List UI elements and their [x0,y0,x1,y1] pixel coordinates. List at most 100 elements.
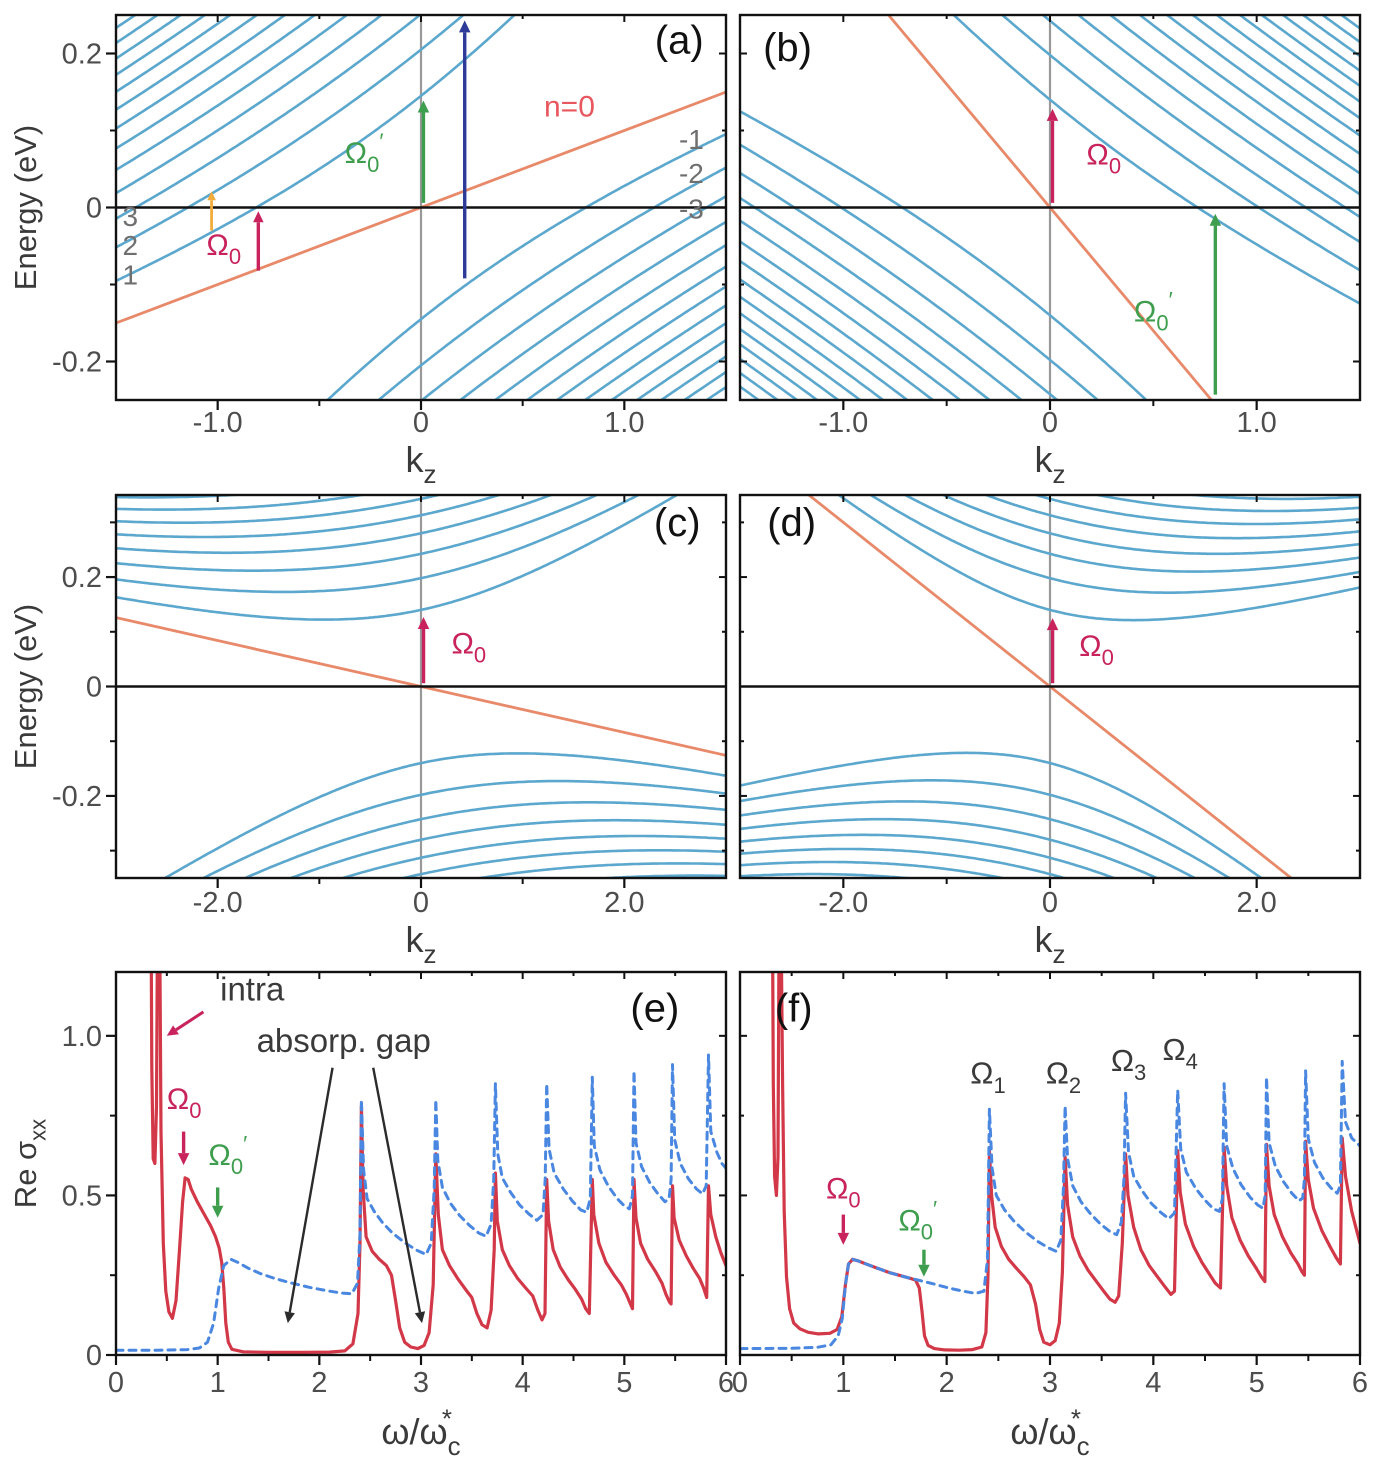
landau-level-curve [116,15,517,283]
x-tick-label: 5 [1249,1367,1265,1399]
y-axis-label: Energy (eV) [8,604,43,769]
panel-a-curves [116,15,726,400]
panel-e-curves [116,972,726,1354]
x-axis-label: kz [1035,439,1066,489]
panel-a: -1.0 0 1.0 -0.2 0 0.2 kz Energy (eV) (a) n=0 Ω0 Ω0′… [8,13,728,489]
arrow-head [1046,108,1059,121]
n0-label: n=0 [544,91,595,124]
x-tick-label: 4 [515,1367,531,1399]
landau-level-curve [940,495,1360,556]
panel-letter: (e) [630,986,679,1030]
landau-level-curve [1190,15,1360,137]
panel-f: 0 1 2 3 4 5 6 ω/ωc* (f) Ω0 Ω0′ Ω1 Ω2 Ω3 Ω4 [732,970,1368,1461]
arrow-head [1209,213,1222,226]
x-tick-label: 3 [413,1367,429,1399]
landau-level-curve [116,495,504,539]
x-tick-label: 6 [718,1367,734,1399]
omega3-label: Ω3 [1111,1043,1146,1085]
y-axis-label: Energy (eV) [8,125,43,290]
landau-level-curve [116,15,384,195]
x-axis-label: kz [1035,919,1066,969]
omega0-label: Ω0 [206,229,241,269]
landau-level-curve [740,860,1009,878]
x-axis-label: ω/ωc* [381,1403,460,1460]
arrow-head [253,211,264,223]
landau-level-curve [116,15,349,172]
x-tick-label: 3 [1042,1367,1058,1399]
omega0p-arrow [1209,213,1222,395]
omega0p-arrow [211,1187,224,1218]
panel-d-curves [740,495,1360,878]
omega0-label: Ω0 [167,1083,202,1123]
arrow-head [211,1205,224,1218]
landau-level-curve [116,15,466,249]
landau-level-curve [740,312,863,400]
landau-level-curve [740,295,886,400]
landau-level-curve [116,15,259,111]
panel-letter: (f) [775,986,813,1030]
x-tick-label: 1 [835,1367,851,1399]
landau-level-curve [420,195,726,400]
landau-level-curve [740,196,1024,400]
arrow-head [207,191,216,201]
landau-level-curve [740,219,992,400]
y-tick-label: -0.2 [52,347,102,379]
x-tick-label: 0 [1042,887,1058,919]
omega0-arrow [253,211,264,271]
y-tick-label: 0.2 [62,39,102,71]
x-tick-label: 1 [210,1367,226,1399]
x-tick-label: 1.0 [1237,407,1277,439]
landau-level-curve [740,240,963,400]
arrow-shaft [175,1010,205,1032]
level-index: -3 [679,193,704,224]
landau-level-curve [1237,15,1360,103]
landau-level-curve [1137,15,1360,175]
landau-level-curve [1108,15,1360,196]
landau-level-curve [740,800,1198,878]
arrow-head [177,1153,190,1166]
level-index: 1 [122,260,138,291]
landau-level-curve [740,0,1360,2]
y-tick-label: 0.5 [62,1180,102,1212]
x-tick-label: 0 [1042,407,1058,439]
landau-level-curve [287,818,726,878]
arrow-head [417,100,430,113]
x-tick-label: -1.0 [818,407,868,439]
landau-level-curve [740,278,910,400]
omega0p-label: Ω0′ [1134,288,1173,336]
omega0-label: Ω0 [1079,630,1114,670]
landau-level-curve [325,132,726,400]
panel-c-axes: -2.0 0 2.0 -0.2 0 0.2 [52,495,726,919]
omega0p-label: Ω0′ [345,129,384,177]
landau-level-curve [555,285,726,400]
landau-level-curve [868,495,1360,594]
panel-a-axes: -1.0 0 1.0 -0.2 0 0.2 [52,15,726,439]
intra-arrow [166,1010,205,1036]
landau-level-curve [740,779,1232,878]
sigma-dashed-curve [116,1053,726,1352]
landau-level-curve [740,833,1118,878]
x-tick-label: -1.0 [193,407,243,439]
landau-level-curve [902,495,1360,573]
landau-level-curve [116,495,555,555]
landau-level-curve [397,849,726,878]
panel-letter: (d) [767,501,816,545]
x-tick-label: 1.0 [604,407,644,439]
omega0p-arrow [918,1249,930,1277]
panel-f-axes: 0 1 2 3 4 5 6 [732,972,1368,1399]
landau-level-curve [116,495,600,572]
landau-level-curve [162,752,726,878]
y-axis-label: Re σxx [8,1119,50,1208]
x-axis-label: kz [406,439,437,489]
landau-level-curve [609,322,726,400]
panel-b: -1.0 0 1.0 kz (b) Ω0 Ω0′ [738,0,1362,489]
panel-letter: (a) [655,19,704,63]
arrow-head [1046,618,1059,631]
omega0p-arrow [417,100,430,203]
x-tick-label: -2.0 [818,887,868,919]
interband-arrow [459,20,471,279]
landau-level-curve [116,495,642,594]
arrow-head [417,617,430,629]
x-tick-label: 0 [732,1367,748,1399]
landau-level-curve [740,817,1160,878]
